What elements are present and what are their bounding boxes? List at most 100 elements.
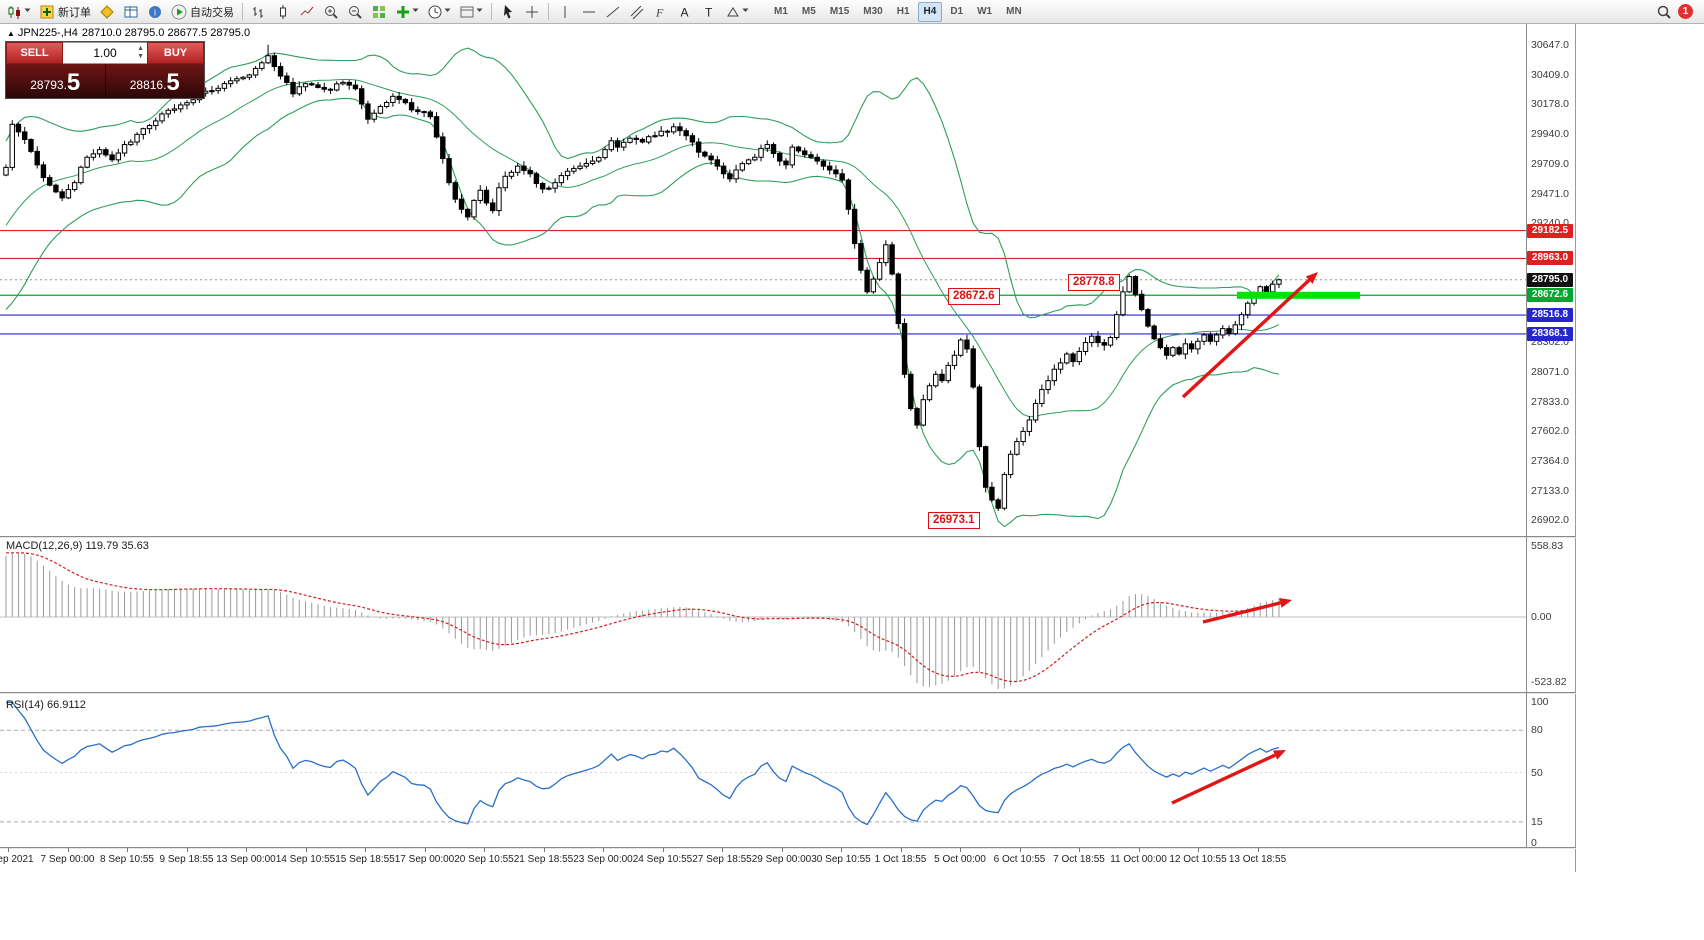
- time-axis-tick: [246, 848, 247, 852]
- time-axis-tick: [186, 848, 188, 852]
- axis-price-tag[interactable]: 28672.6: [1527, 288, 1573, 303]
- price-axis-label: 29471.0: [1531, 187, 1569, 200]
- time-axis-tick: [603, 848, 604, 852]
- toolbar-group: [319, 2, 367, 22]
- price-text-label[interactable]: 26973.1: [928, 512, 980, 529]
- svg-text:F: F: [655, 5, 664, 19]
- timeframe-m1[interactable]: M1: [774, 6, 788, 17]
- zoom-in-button[interactable]: [320, 2, 342, 22]
- line-chart-button[interactable]: [296, 2, 318, 22]
- rsi-axis-label: 80: [1531, 724, 1543, 737]
- price-text-label[interactable]: 28778.8: [1068, 274, 1120, 291]
- price-axis-label: 27364.0: [1531, 455, 1569, 468]
- collapse-triangle-icon[interactable]: ▲: [7, 29, 15, 38]
- crosshair-button[interactable]: [521, 2, 543, 22]
- chevron-down-icon[interactable]: [412, 5, 419, 18]
- axis-price-tag[interactable]: 28795.0: [1527, 272, 1573, 287]
- time-axis-label: 29 Sep 00:00: [751, 854, 812, 865]
- chevron-down-icon[interactable]: [742, 5, 749, 18]
- axis-price-tag[interactable]: 28963.0: [1527, 251, 1573, 266]
- diamond-icon: [99, 4, 115, 20]
- templates-button[interactable]: [456, 2, 486, 22]
- price-axis-label: 29709.0: [1531, 157, 1569, 170]
- channel-button[interactable]: [626, 2, 648, 22]
- volume-value[interactable]: 1.00: [93, 46, 117, 60]
- timeframe-m15[interactable]: M15: [829, 6, 850, 17]
- shapes-button[interactable]: [722, 2, 752, 22]
- time-axis-label: 13 Oct 18:55: [1228, 854, 1287, 865]
- candlestick-chart-button[interactable]: [272, 2, 294, 22]
- timeframe-m5[interactable]: M5: [801, 6, 816, 17]
- timeframe-h4[interactable]: H4: [917, 1, 943, 22]
- market-watch-button[interactable]: [120, 2, 142, 22]
- order-icon: [39, 4, 55, 20]
- indicators-button[interactable]: [392, 2, 422, 22]
- bar-chart-button[interactable]: [248, 2, 270, 22]
- time-axis-label: 23 Sep 00:00: [573, 854, 633, 865]
- search-button[interactable]: [1653, 2, 1675, 22]
- text-button[interactable]: A: [674, 2, 696, 22]
- main-chart-canvas[interactable]: [0, 24, 1526, 536]
- axis-price-tag[interactable]: 28368.1: [1527, 326, 1573, 341]
- trend-icon: [605, 4, 621, 20]
- macd-indicator-label: MACD(12,26,9) 119.79 35.63: [6, 540, 149, 552]
- fib-icon: F: [653, 4, 669, 20]
- panel-splitter[interactable]: [0, 536, 1576, 538]
- rsi-axis-label: 100: [1531, 696, 1549, 708]
- buy-button[interactable]: BUY: [147, 42, 204, 64]
- fibonacci-button[interactable]: F: [650, 2, 672, 22]
- cursor-icon: [500, 4, 516, 20]
- autotrading-button[interactable]: 自动交易: [168, 2, 237, 22]
- rsi-canvas[interactable]: [0, 697, 1526, 847]
- timeframe-m30[interactable]: M30: [863, 6, 883, 17]
- time-axis-tick: [1138, 848, 1140, 852]
- buy-price[interactable]: 28816. 5: [129, 69, 180, 96]
- chevron-down-icon[interactable]: [476, 5, 483, 18]
- volume-spinner[interactable]: ▲ ▼: [137, 45, 144, 60]
- price-axis-label: 29940.0: [1531, 128, 1569, 141]
- time-axis-label: 12 Oct 10:55: [1169, 854, 1227, 865]
- label-button[interactable]: T: [698, 2, 720, 22]
- cursor-button[interactable]: [497, 2, 519, 22]
- axis-price-tag[interactable]: 28516.8: [1527, 308, 1573, 323]
- price-axis-label: 30409.0: [1531, 68, 1569, 81]
- clock-icon: [427, 4, 443, 20]
- new-order-button[interactable]: 新订单: [36, 2, 94, 22]
- ohlc-values: 28710.0 28795.0 28677.5 28795.0: [81, 27, 251, 39]
- notification-badge[interactable]: 1: [1678, 4, 1693, 19]
- chart-region[interactable]: ▲ JPN225-,H4 28710.0 28795.0 28677.5 28795…: [0, 24, 1576, 872]
- time-axis-label: 8 Sep 10:55: [100, 854, 154, 865]
- timeframe-d1[interactable]: D1: [950, 6, 964, 17]
- horizontal-line-button[interactable]: [578, 2, 600, 22]
- new-chart-button[interactable]: [4, 2, 34, 22]
- chevron-down-icon[interactable]: [444, 5, 451, 18]
- trendline-button[interactable]: [602, 2, 624, 22]
- time-axis-label: 9 Sep 18:55: [159, 854, 214, 865]
- zoomout-icon: [347, 4, 363, 20]
- macd-canvas[interactable]: [0, 538, 1526, 692]
- vertical-line-button[interactable]: [554, 2, 576, 22]
- data-window-button[interactable]: i: [144, 2, 166, 22]
- tile-windows-button[interactable]: [368, 2, 390, 22]
- axis-price-tag[interactable]: 29182.5: [1527, 223, 1573, 238]
- time-axis-label: 6 Oct 10:55: [993, 854, 1046, 865]
- time-axis-tick: [1198, 848, 1199, 852]
- time-axis-tick: [543, 848, 545, 852]
- textA-icon: A: [677, 4, 693, 20]
- toolbar-separator: [548, 3, 549, 20]
- panel-splitter[interactable]: [0, 847, 1576, 849]
- sell-button[interactable]: SELL: [6, 42, 63, 64]
- sell-price[interactable]: 28793. 5: [6, 64, 106, 98]
- panel-splitter[interactable]: [0, 692, 1576, 694]
- time-axis-label: 3 Sep 2021: [0, 854, 34, 865]
- timeframe-h1[interactable]: H1: [896, 6, 910, 17]
- profiles-button[interactable]: [96, 2, 118, 22]
- symbol-ohlc-line: ▲ JPN225-,H4 28710.0 28795.0 28677.5 28795…: [7, 27, 254, 39]
- timeframe-mn[interactable]: MN: [1006, 6, 1022, 17]
- zoom-out-button[interactable]: [344, 2, 366, 22]
- timeframe-w1[interactable]: W1: [977, 6, 993, 17]
- periods-button[interactable]: [424, 2, 454, 22]
- volume-input[interactable]: 1.00 ▲ ▼: [63, 42, 147, 64]
- price-text-label[interactable]: 28672.6: [948, 288, 1000, 305]
- chevron-down-icon[interactable]: [24, 5, 31, 18]
